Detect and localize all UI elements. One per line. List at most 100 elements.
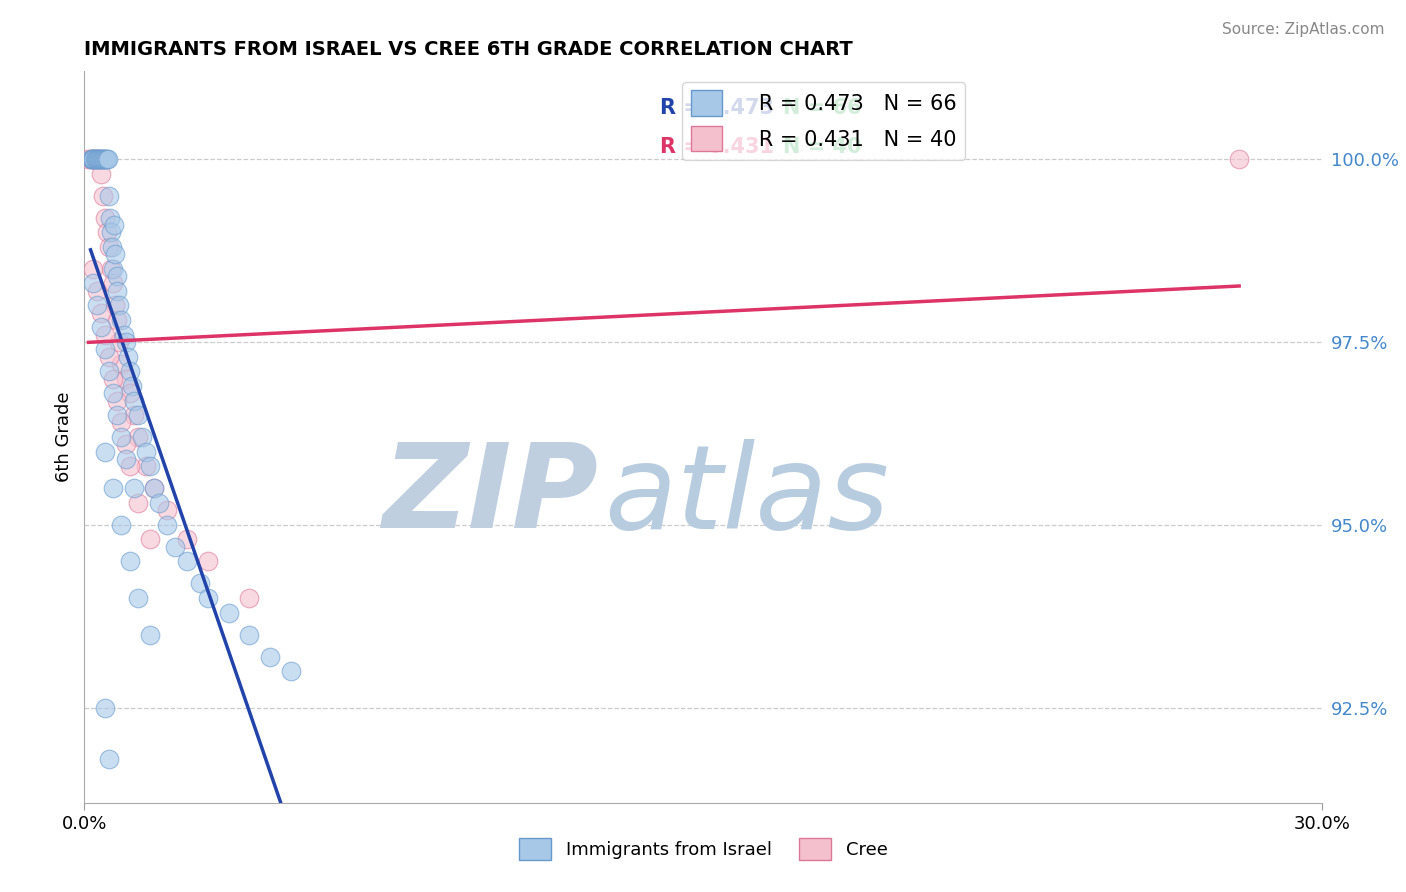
Point <box>93 152 115 166</box>
Point <box>82 277 104 291</box>
Point <box>90 306 112 320</box>
Point <box>86 152 108 166</box>
Point <box>105 393 128 408</box>
Point <box>83 152 105 166</box>
Point <box>165 540 187 554</box>
Point <box>118 459 141 474</box>
Point <box>86 152 108 166</box>
Point <box>135 444 157 458</box>
Point <box>101 240 124 254</box>
Point <box>91 152 114 166</box>
Text: ZIP: ZIP <box>382 438 598 553</box>
Point <box>108 334 131 349</box>
Point <box>86 152 108 166</box>
Point <box>104 247 127 261</box>
Point <box>280 664 302 678</box>
Point <box>103 277 125 291</box>
Point <box>100 261 122 276</box>
Point <box>105 313 128 327</box>
Legend: Immigrants from Israel, Cree: Immigrants from Israel, Cree <box>512 830 894 867</box>
Point <box>148 496 170 510</box>
Point <box>103 386 125 401</box>
Point <box>98 240 121 254</box>
Point <box>110 517 132 532</box>
Point <box>82 152 104 166</box>
Point <box>127 430 149 444</box>
Point <box>122 408 145 422</box>
Text: R = 0.431: R = 0.431 <box>659 137 773 157</box>
Point <box>82 152 104 166</box>
Point <box>156 503 179 517</box>
Point <box>118 364 141 378</box>
Point <box>131 430 153 444</box>
Point <box>94 152 117 166</box>
Point <box>96 225 118 239</box>
Point <box>108 298 131 312</box>
Point <box>110 313 132 327</box>
Point <box>98 752 121 766</box>
Point <box>105 284 128 298</box>
Point <box>103 218 125 232</box>
Text: N = 40: N = 40 <box>783 137 862 157</box>
Point <box>87 152 110 166</box>
Point <box>143 481 166 495</box>
Point <box>97 152 120 166</box>
Point <box>176 533 198 547</box>
Point <box>94 444 117 458</box>
Point <box>100 225 122 239</box>
Point <box>105 269 128 284</box>
Point <box>90 152 112 166</box>
Point <box>112 327 135 342</box>
Text: R = 0.473: R = 0.473 <box>659 98 773 119</box>
Point <box>84 152 107 166</box>
Point <box>238 627 260 641</box>
Point <box>89 152 111 166</box>
Point <box>259 649 281 664</box>
Text: IMMIGRANTS FROM ISRAEL VS CREE 6TH GRADE CORRELATION CHART: IMMIGRANTS FROM ISRAEL VS CREE 6TH GRADE… <box>84 39 853 59</box>
Point <box>110 357 132 371</box>
Point <box>82 152 104 166</box>
Point <box>94 152 117 166</box>
Point <box>98 350 121 364</box>
Point <box>91 188 114 202</box>
Point <box>79 152 101 166</box>
Point <box>114 452 136 467</box>
Point <box>143 481 166 495</box>
Point <box>103 261 125 276</box>
Point <box>117 350 139 364</box>
Point <box>90 167 112 181</box>
Text: N = 66: N = 66 <box>783 98 862 119</box>
Point <box>127 591 149 605</box>
Point <box>82 261 104 276</box>
Point <box>1227 152 1250 166</box>
Point <box>122 393 145 408</box>
Point <box>121 379 143 393</box>
Point <box>98 364 121 378</box>
Point <box>218 606 240 620</box>
Point <box>114 371 136 385</box>
Point <box>188 576 211 591</box>
Text: Source: ZipAtlas.com: Source: ZipAtlas.com <box>1222 22 1385 37</box>
Text: atlas: atlas <box>605 439 889 553</box>
Point <box>77 152 100 166</box>
Point <box>118 554 141 568</box>
Point <box>127 496 149 510</box>
Point <box>98 188 121 202</box>
Point <box>90 320 112 334</box>
Point <box>127 408 149 422</box>
Point <box>139 533 162 547</box>
Point <box>110 416 132 430</box>
Point <box>110 430 132 444</box>
Point <box>114 334 136 349</box>
Point <box>94 700 117 714</box>
Point <box>98 211 121 225</box>
Point <box>90 152 112 166</box>
Point <box>114 437 136 451</box>
Point <box>86 298 108 312</box>
Point <box>156 517 179 532</box>
Point <box>103 481 125 495</box>
Point <box>103 371 125 385</box>
Point <box>122 481 145 495</box>
Point <box>139 627 162 641</box>
Point <box>83 152 105 166</box>
